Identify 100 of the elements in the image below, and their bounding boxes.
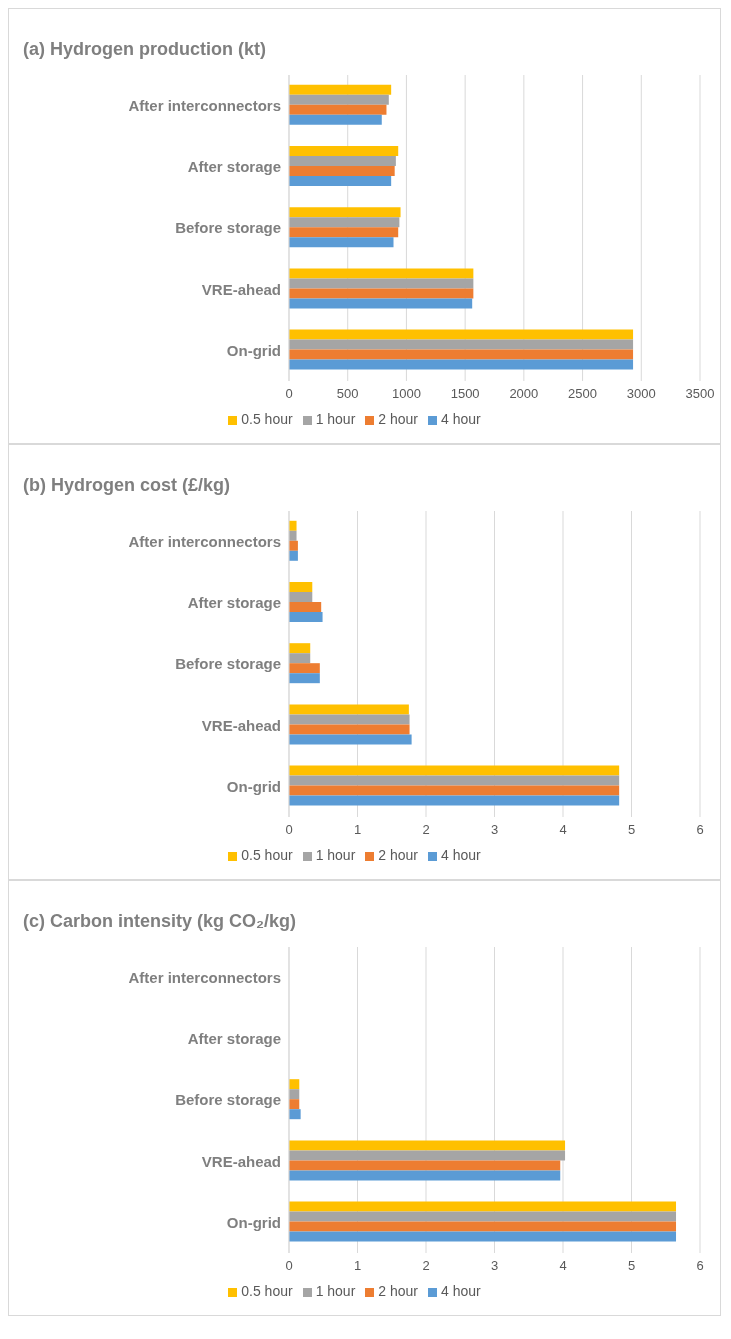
bar [289, 1160, 561, 1171]
bar [289, 1109, 301, 1120]
y-tick-label: After interconnectors [128, 968, 281, 986]
bar [289, 611, 323, 622]
bar [289, 581, 313, 592]
bar [289, 1140, 566, 1151]
y-tick-label: After interconnectors [128, 96, 281, 114]
bar [289, 114, 382, 125]
bar [289, 1221, 677, 1232]
bar [289, 673, 320, 684]
x-tick-label: 3500 [685, 386, 715, 402]
x-tick-label: 500 [336, 386, 359, 402]
y-tick-label: VRE-ahead [201, 280, 281, 298]
bar [289, 175, 392, 186]
y-tick-label: VRE-ahead [201, 716, 281, 734]
bar [289, 349, 634, 360]
legend-label: 4 hour [441, 411, 481, 427]
legend-label: 2 hour [378, 411, 419, 427]
bar [289, 84, 392, 95]
bar [289, 237, 394, 248]
bar [289, 1150, 566, 1161]
bar [289, 165, 395, 176]
legend-label: 1 hour [315, 847, 356, 863]
bar [289, 601, 322, 612]
y-tick-label: On-grid [226, 777, 281, 795]
legend-label: 2 hour [378, 847, 419, 863]
x-tick-label: 0 [285, 386, 293, 402]
x-tick-label: 0 [285, 822, 293, 838]
bar [289, 795, 620, 806]
x-tick-label: 2 [422, 1258, 430, 1274]
y-tick-label: On-grid [226, 1213, 281, 1231]
bar [289, 775, 620, 786]
x-tick-label: 2000 [509, 386, 539, 402]
x-tick-label: 3000 [626, 386, 656, 402]
x-tick-label: 2500 [568, 386, 598, 402]
bar [289, 94, 389, 105]
bar [289, 765, 620, 776]
bar [289, 288, 474, 299]
legend-label: 4 hour [441, 1283, 481, 1299]
legend-label: 1 hour [315, 411, 356, 427]
x-tick-label: 6 [696, 822, 704, 838]
y-tick-label: On-grid [226, 341, 281, 359]
text: (b) Hydrogen cost (£/kg) [22, 474, 231, 497]
x-tick-label: 5 [627, 1258, 636, 1274]
bar [289, 1211, 677, 1222]
legend-label: 2 hour [378, 1283, 419, 1299]
y-tick-label: After storage [187, 1030, 281, 1048]
x-tick-label: 1 [353, 1258, 362, 1274]
bar [289, 663, 320, 674]
bar [289, 339, 634, 350]
bar [289, 145, 399, 156]
bar [289, 104, 387, 115]
legend-label: 0.5 hour [241, 1283, 293, 1299]
bar [289, 785, 620, 796]
bar [289, 530, 297, 541]
bar [289, 359, 634, 370]
x-tick-label: 1500 [450, 386, 480, 402]
legend-label: 4 hour [441, 847, 481, 863]
bar [289, 520, 297, 531]
y-tick-label: VRE-ahead [201, 1152, 281, 1170]
legend-label: 0.5 hour [241, 411, 293, 427]
y-tick-label: Before storage [175, 219, 281, 237]
x-tick-label: 6 [696, 1258, 704, 1274]
chart-title: (c) Carbon intensity (kg CO₂/kg) [22, 910, 297, 933]
bar [289, 155, 396, 166]
y-tick-label: Before storage [175, 1091, 281, 1109]
bar [289, 591, 313, 602]
text: (a) Hydrogen production (kt) [22, 38, 267, 61]
bar [289, 268, 474, 279]
bar [289, 653, 311, 664]
bar [289, 643, 311, 654]
bar [289, 278, 474, 289]
x-tick-label: 2 [422, 822, 430, 838]
legend-label: 1 hour [315, 1283, 356, 1299]
bar [289, 329, 634, 340]
x-tick-label: 3 [490, 822, 499, 838]
x-tick-label: 1000 [391, 386, 421, 402]
bar [289, 1231, 677, 1242]
bar [289, 734, 412, 745]
bar [289, 550, 298, 561]
y-tick-label: After storage [187, 158, 281, 176]
bar [289, 227, 399, 238]
x-tick-label: 0 [285, 1258, 293, 1274]
y-tick-label: After interconnectors [128, 532, 281, 550]
x-tick-label: 4 [559, 1258, 567, 1274]
bar [289, 207, 401, 218]
y-tick-label: After storage [187, 594, 281, 612]
bar [289, 298, 473, 309]
x-tick-label: 3 [490, 1258, 499, 1274]
bar [289, 704, 409, 715]
bar [289, 1170, 561, 1181]
y-tick-label: Before storage [175, 655, 281, 673]
x-tick-label: 5 [627, 822, 636, 838]
bar [289, 724, 410, 735]
legend-label: 0.5 hour [241, 847, 293, 863]
bar [289, 540, 298, 551]
x-tick-label: 1 [353, 822, 362, 838]
bar [289, 1201, 677, 1212]
x-tick-label: 4 [559, 822, 567, 838]
bar [289, 714, 410, 725]
